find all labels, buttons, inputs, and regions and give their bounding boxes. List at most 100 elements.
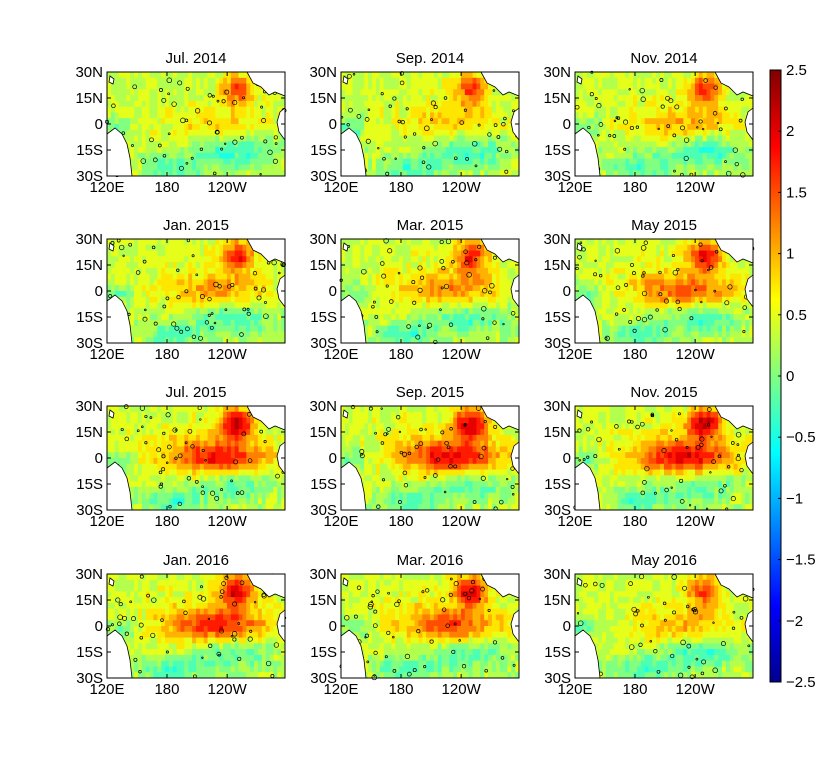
field-cell	[691, 141, 695, 147]
field-cell	[270, 141, 274, 147]
field-cell	[476, 107, 480, 113]
field-cell	[142, 72, 146, 78]
field-cell	[138, 84, 142, 90]
field-cell	[745, 268, 749, 274]
field-cell	[442, 136, 446, 142]
field-cell	[169, 285, 173, 291]
field-cell	[165, 112, 169, 118]
field-cell	[349, 89, 353, 95]
field-cell	[710, 141, 714, 147]
field-cell	[161, 331, 165, 337]
field-cell	[181, 268, 185, 274]
field-cell	[438, 124, 442, 130]
field-cell	[258, 279, 262, 285]
field-cell	[442, 245, 446, 251]
field-cell	[407, 141, 411, 147]
field-cell	[602, 101, 606, 107]
field-cell	[621, 159, 625, 165]
field-cell	[157, 84, 161, 90]
field-cell	[119, 95, 123, 101]
field-cell	[676, 136, 680, 142]
field-cell	[223, 136, 227, 142]
field-cell	[641, 279, 645, 285]
field-cell	[407, 112, 411, 118]
field-cell	[473, 153, 477, 159]
field-cell	[722, 101, 726, 107]
field-cell	[476, 170, 480, 176]
field-cell	[239, 153, 243, 159]
field-cell	[208, 279, 212, 285]
field-cell	[730, 136, 734, 142]
field-cell	[445, 89, 449, 95]
field-cell	[610, 279, 614, 285]
field-cell	[215, 268, 219, 274]
field-cell	[235, 314, 239, 320]
field-cell	[422, 251, 426, 257]
field-cell	[161, 291, 165, 297]
field-cell	[150, 107, 154, 113]
field-cell	[219, 297, 223, 303]
field-cell	[500, 153, 504, 159]
field-cell	[169, 84, 173, 90]
field-cell	[488, 107, 492, 113]
field-cell	[625, 78, 629, 84]
field-cell	[656, 72, 660, 78]
field-cell	[223, 303, 227, 309]
field-cell	[511, 141, 515, 147]
field-cell	[652, 164, 656, 170]
field-cell	[672, 95, 676, 101]
field-cell	[165, 107, 169, 113]
field-cell	[656, 251, 660, 257]
field-cell	[488, 124, 492, 130]
field-cell	[453, 164, 457, 170]
field-cell	[242, 279, 246, 285]
field-cell	[434, 170, 438, 176]
field-cell	[614, 72, 618, 78]
field-cell	[438, 274, 442, 280]
field-cell	[161, 107, 165, 113]
field-cell	[473, 285, 477, 291]
field-cell	[138, 314, 142, 320]
field-cell	[246, 285, 250, 291]
field-cell	[726, 141, 730, 147]
field-cell	[231, 291, 235, 297]
field-cell	[664, 285, 668, 291]
field-cell	[641, 141, 645, 147]
field-cell	[356, 78, 360, 84]
field-cell	[610, 112, 614, 118]
field-cell	[399, 112, 403, 118]
field-cell	[598, 262, 602, 268]
field-cell	[629, 251, 633, 257]
field-cell	[153, 130, 157, 136]
field-cell	[734, 279, 738, 285]
field-cell	[500, 279, 504, 285]
field-cell	[173, 130, 177, 136]
field-cell	[372, 251, 376, 257]
field-cell	[157, 101, 161, 107]
field-cell	[614, 274, 618, 280]
field-cell	[465, 147, 469, 153]
field-cell	[119, 124, 123, 130]
field-cell	[376, 72, 380, 78]
field-cell	[668, 141, 672, 147]
field-cell	[262, 337, 266, 343]
field-cell	[161, 274, 165, 280]
field-cell	[273, 337, 277, 343]
field-cell	[476, 159, 480, 165]
field-cell	[734, 118, 738, 124]
field-cell	[418, 245, 422, 251]
field-cell	[633, 136, 637, 142]
field-cell	[227, 141, 231, 147]
field-cell	[602, 170, 606, 176]
field-cell	[703, 147, 707, 153]
field-cell	[188, 95, 192, 101]
field-cell	[621, 112, 625, 118]
field-cell	[403, 164, 407, 170]
field-cell	[504, 130, 508, 136]
field-cell	[380, 164, 384, 170]
field-cell	[235, 256, 239, 262]
field-cell	[430, 268, 434, 274]
field-cell	[445, 72, 449, 78]
field-cell	[633, 107, 637, 113]
field-cell	[231, 245, 235, 251]
